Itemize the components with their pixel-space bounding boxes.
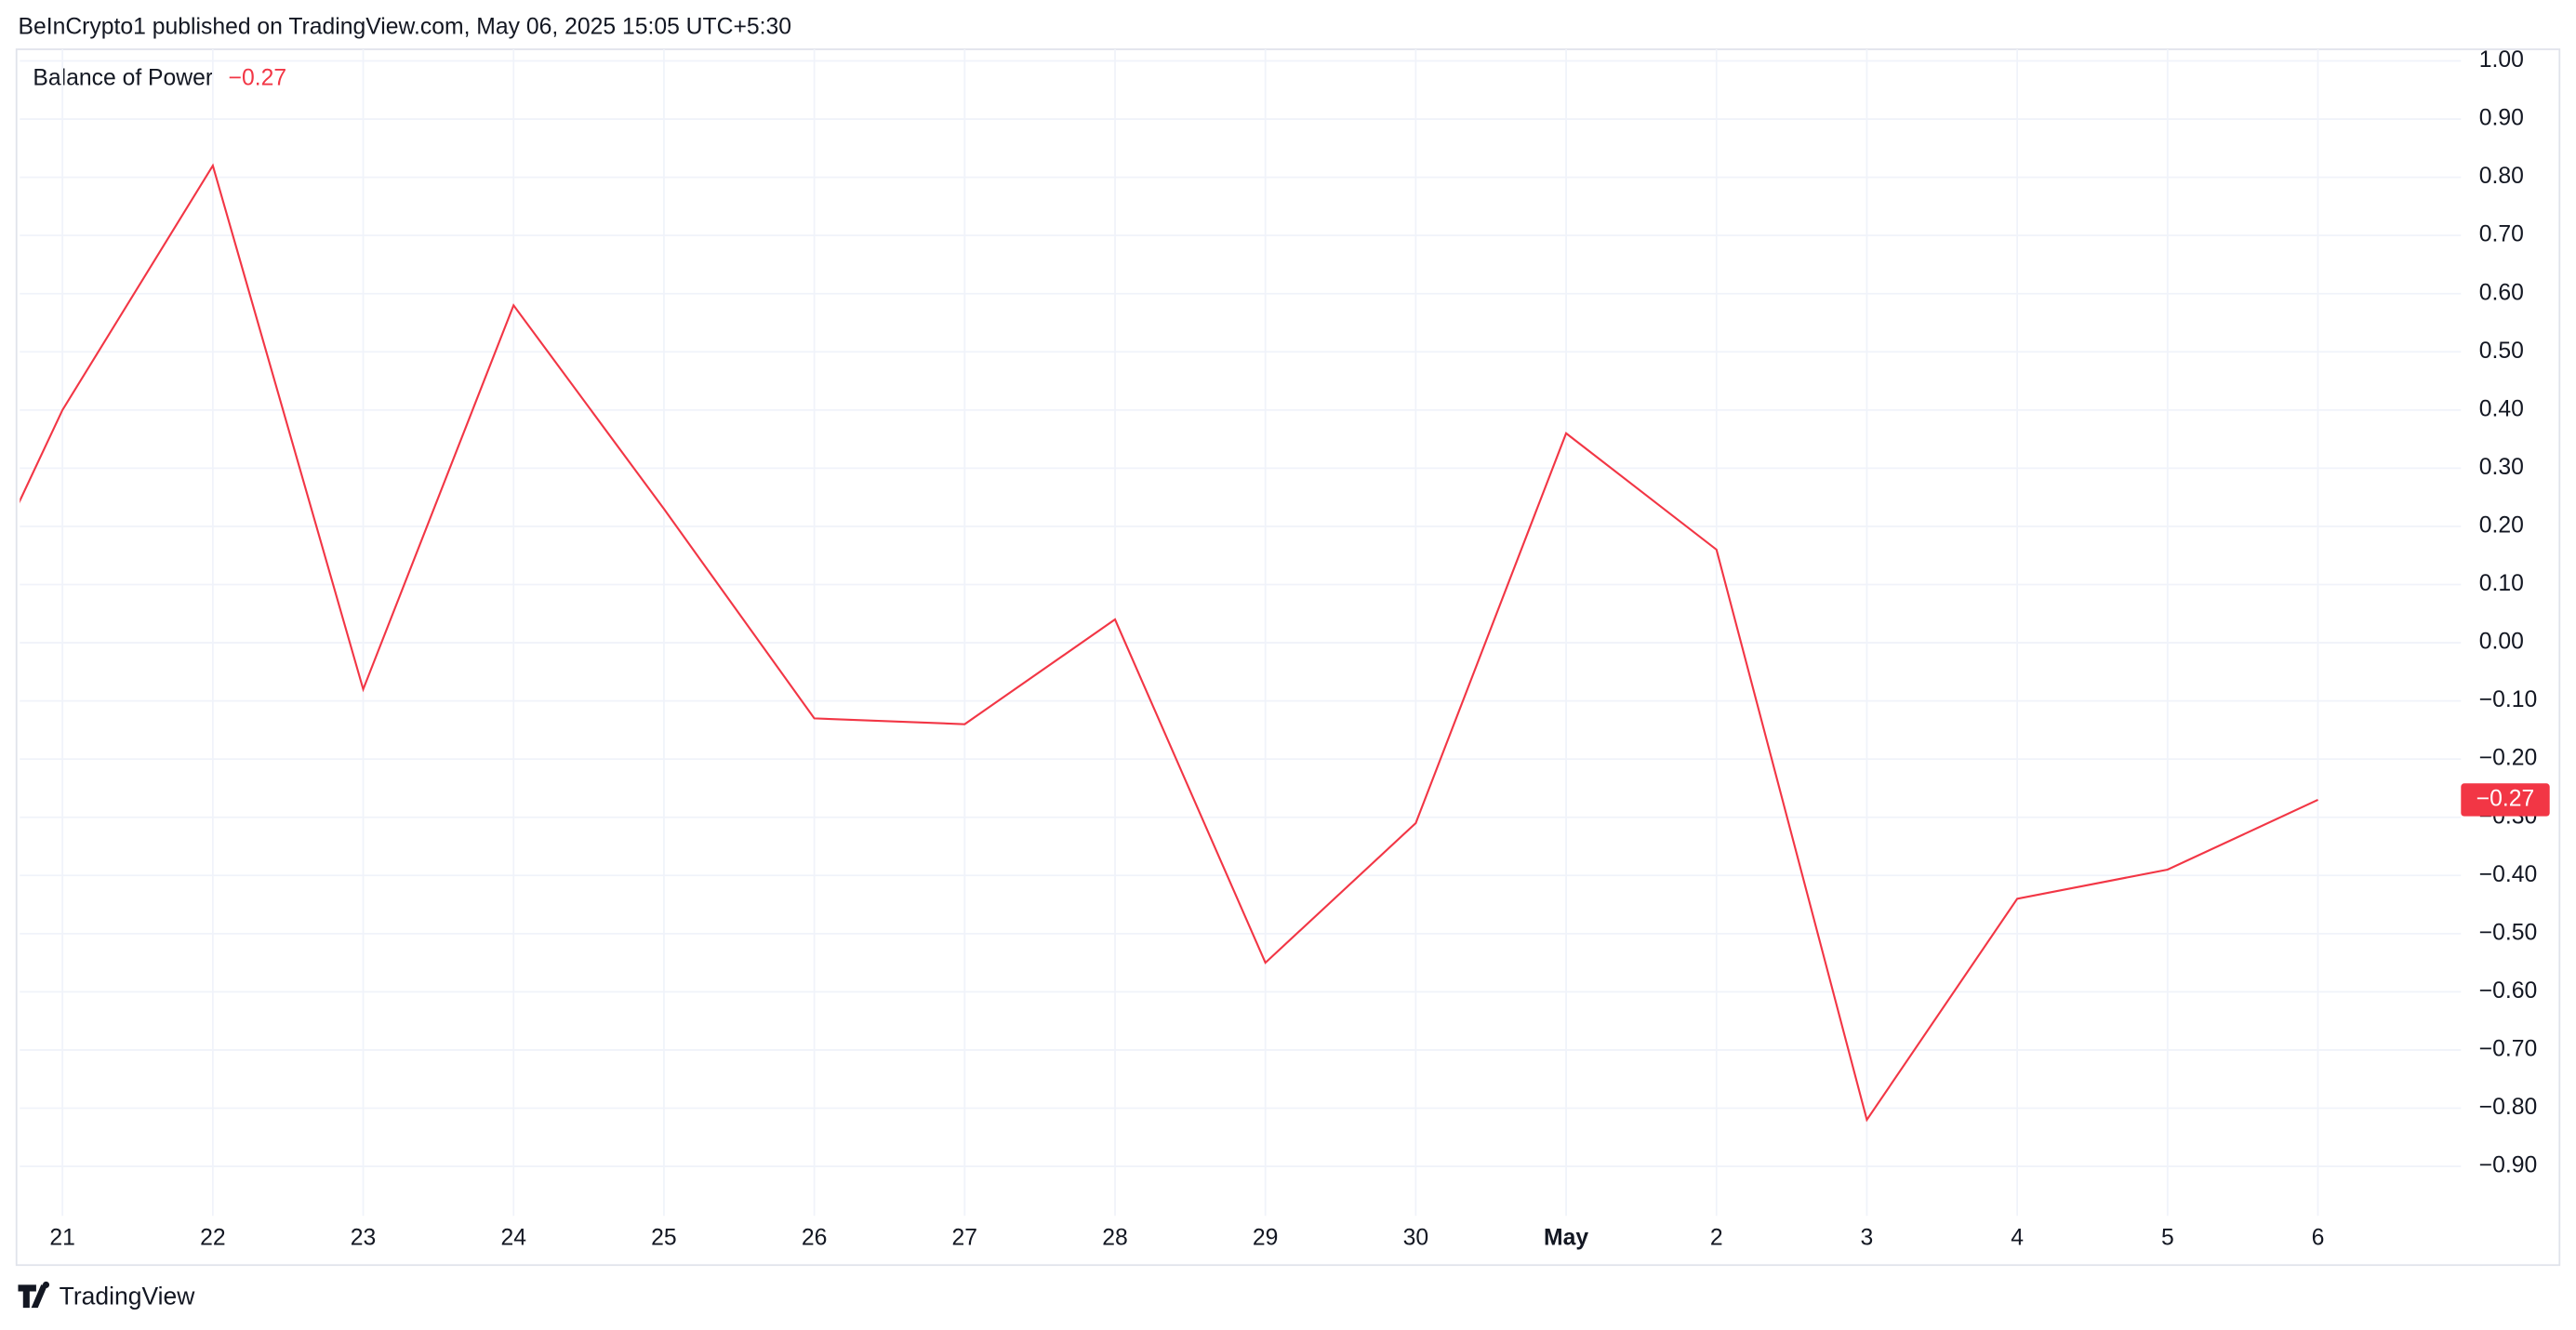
x-tick-label: 21	[49, 1225, 74, 1250]
y-tick-label: 0.90	[2479, 106, 2524, 131]
y-tick-label: 0.60	[2479, 280, 2524, 305]
x-tick-label: 23	[351, 1225, 377, 1250]
y-tick-label: 1.00	[2479, 47, 2524, 73]
header-text: BeInCrypto1 published on TradingView.com…	[18, 15, 791, 40]
legend-value: −0.27	[229, 65, 287, 90]
y-tick-label: −0.80	[2479, 1095, 2538, 1120]
logo-icon	[18, 1281, 50, 1309]
last-value-label: −0.27	[2476, 786, 2535, 811]
x-tick-label: 4	[2011, 1225, 2024, 1250]
legend-title: Balance of Power	[33, 65, 213, 90]
y-tick-label: 0.80	[2479, 164, 2524, 189]
x-tick-label: 27	[952, 1225, 978, 1250]
x-tick-label: 26	[802, 1225, 828, 1250]
y-tick-label: 0.10	[2479, 571, 2524, 596]
y-tick-label: 0.40	[2479, 396, 2524, 421]
x-tick-label: 2	[1710, 1225, 1723, 1250]
x-tick-label: 5	[2161, 1225, 2174, 1250]
y-tick-label: −0.10	[2479, 687, 2538, 712]
logo-text: TradingView	[60, 1283, 196, 1310]
y-tick-label: 0.20	[2479, 512, 2524, 538]
footer-logo: TradingView	[18, 1281, 196, 1310]
x-tick-label: 22	[200, 1225, 226, 1250]
x-tick-label: 6	[2312, 1225, 2325, 1250]
y-tick-label: −0.70	[2479, 1036, 2538, 1061]
y-tick-label: −0.60	[2479, 978, 2538, 1004]
x-tick-label: 29	[1253, 1225, 1279, 1250]
y-tick-label: 0.30	[2479, 455, 2524, 480]
y-tick-label: −0.40	[2479, 862, 2538, 887]
last-value-badge	[2461, 783, 2550, 817]
x-tick-label: 25	[651, 1225, 677, 1250]
chart-frame	[15, 48, 2561, 1267]
y-tick-label: −0.90	[2479, 1153, 2538, 1178]
x-tick-label: 3	[1861, 1225, 1874, 1250]
x-tick-label: May	[1544, 1225, 1588, 1250]
grid	[20, 48, 2462, 1217]
y-tick-label: −0.50	[2479, 920, 2538, 945]
x-tick-label: 24	[500, 1225, 526, 1250]
y-tick-label: 0.50	[2479, 339, 2524, 364]
y-tick-label: −0.20	[2479, 746, 2538, 771]
data-line	[20, 163, 2318, 1123]
x-tick-label: 28	[1102, 1225, 1128, 1250]
y-tick-label: 0.00	[2479, 630, 2524, 655]
y-tick-label: 0.70	[2479, 222, 2524, 247]
x-tick-label: 30	[1403, 1225, 1429, 1250]
